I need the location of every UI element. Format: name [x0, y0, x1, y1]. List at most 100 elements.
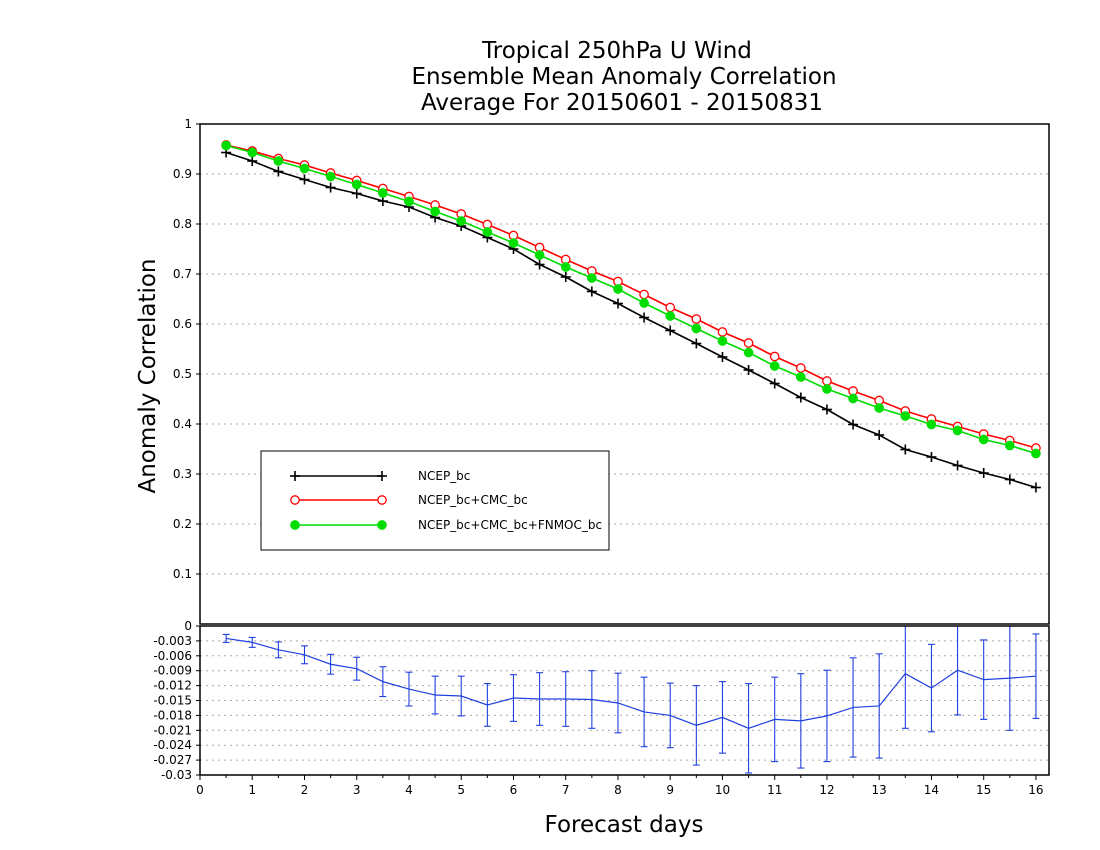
series-0-point [978, 468, 989, 478]
series-1-point [639, 289, 649, 300]
series-2-point [691, 323, 702, 334]
series-0-point [560, 272, 571, 282]
lower-y-axis: -0.03-0.027-0.024-0.021-0.018-0.015-0.01… [153, 619, 200, 782]
upper-y-tick-label: 0.6 [173, 317, 192, 331]
series-0-point [612, 298, 623, 309]
x-tick-label: 14 [924, 783, 939, 797]
legend-marker-ncep-cmc-fnmoc [290, 520, 387, 530]
legend-marker-ncep [290, 471, 387, 481]
series-2-point [221, 140, 231, 151]
series-0-point [325, 182, 336, 193]
series-0-point [273, 166, 284, 177]
x-tick-label: 10 [715, 783, 730, 797]
series-0-point [586, 286, 597, 297]
series-2-point [482, 227, 493, 237]
series-2-point [639, 298, 649, 308]
chart-title-line-1: Tropical 250hPa U Wind [481, 38, 752, 64]
series-1-point [795, 363, 806, 373]
lower-plot-area [222, 625, 1040, 774]
series-0-point [691, 338, 702, 349]
x-tick-label: 8 [614, 783, 622, 797]
series-2-point [613, 284, 623, 294]
diff-series-line [226, 637, 1036, 729]
x-tick-label: 7 [562, 783, 570, 797]
upper-y-tick-label: 0.4 [173, 417, 192, 431]
x-tick-label: 0 [196, 783, 204, 797]
lower-plot-frame [199, 625, 1050, 776]
x-tick-label: 16 [1028, 783, 1043, 797]
legend-label-ncep-cmc-fnmoc: NCEP_bc+CMC_bc+FNMOC_bc [418, 518, 602, 532]
series-2-point [874, 403, 885, 413]
series-0-point [926, 452, 937, 462]
series-1-point [769, 351, 780, 362]
x-axis-label: Forecast days [545, 812, 704, 838]
series-0-point [534, 259, 545, 270]
legend-marker-right [377, 520, 387, 530]
series-2-point [848, 393, 858, 404]
x-tick-label: 1 [248, 783, 256, 797]
upper-y-tick-label: 0.8 [173, 217, 192, 231]
upper-y-tick-label: 0.2 [173, 517, 192, 531]
chart-title-line-3: Average For 20150601 - 20150831 [421, 90, 823, 116]
series-2-point [1031, 448, 1041, 459]
series-0-point [299, 174, 310, 185]
legend-label-ncep-cmc: NCEP_bc+CMC_bc [418, 493, 528, 507]
series-2-point [926, 419, 937, 430]
series-2-point [299, 163, 310, 174]
lower-y-tick-label: -0.003 [153, 634, 192, 648]
lower-y-tick-label: -0.021 [153, 723, 192, 737]
series-2-point [952, 425, 963, 436]
series-0-point [1004, 474, 1015, 485]
series-2-point [743, 347, 754, 358]
series-0-point [665, 325, 676, 336]
series-0-point [874, 430, 885, 440]
x-tick-label: 13 [872, 783, 887, 797]
series-0-point [900, 444, 911, 455]
series-0-point [639, 312, 650, 323]
series-0-point [247, 156, 258, 166]
upper-plot-frame [199, 123, 1050, 625]
series-2-point [534, 250, 545, 260]
series-1-point [743, 338, 754, 348]
lower-y-tick-label: -0.027 [153, 753, 192, 767]
series-2-point [1004, 440, 1015, 451]
x-tick-label: 6 [510, 783, 518, 797]
lower-y-tick-label: -0.009 [153, 664, 192, 678]
x-tick-label: 2 [301, 783, 309, 797]
series-2-point [900, 411, 911, 421]
x-tick-label: 15 [976, 783, 991, 797]
series-2-point [508, 238, 519, 248]
upper-y-tick-label: 0.3 [173, 467, 192, 481]
series-2-point [665, 311, 676, 321]
legend-marker-right [377, 471, 387, 481]
series-2-point [378, 188, 388, 198]
upper-y-axis: 0.1 0.2 0.3 0.4 0.5 0.6 0.7 0.8 0.9 1 [173, 117, 200, 581]
series-line-0 [225, 151, 1037, 489]
lower-y-tick-label: -0.03 [161, 768, 192, 782]
series-2-point [978, 434, 989, 445]
lower-y-tick-label: -0.015 [153, 694, 192, 708]
series-2-point [430, 206, 440, 217]
series-2-point [586, 273, 597, 283]
lower-y-tick-label: -0.018 [153, 708, 192, 722]
series-2-point [822, 384, 832, 394]
series-0-point [952, 460, 963, 471]
x-axis: 0 1 2 3 4 5 6 7 8 9 10 11 12 13 14 15 16 [196, 775, 1044, 797]
series-2-point [404, 196, 414, 207]
lower-y-tick-label: -0.006 [153, 649, 192, 663]
legend: NCEP_bc NCEP_bc+CMC_bc NCEP_bc+CMC_bc+FN… [260, 450, 610, 551]
series-2-point [325, 171, 336, 182]
series-0-point [1030, 482, 1041, 493]
legend-marker-left [290, 471, 300, 481]
chart-title-line-2: Ensemble Mean Anomaly Correlation [411, 64, 836, 90]
series-0-point [769, 378, 780, 389]
lower-y-tick-label: -0.024 [153, 738, 192, 752]
upper-y-tick-label: 0.5 [173, 367, 192, 381]
series-0-point [795, 392, 806, 403]
x-tick-label: 5 [457, 783, 465, 797]
legend-marker-left [290, 495, 300, 505]
upper-plot-area [221, 140, 1041, 493]
series-2-point [247, 147, 258, 158]
series-2-point [769, 361, 780, 371]
series-2-point [795, 372, 806, 382]
